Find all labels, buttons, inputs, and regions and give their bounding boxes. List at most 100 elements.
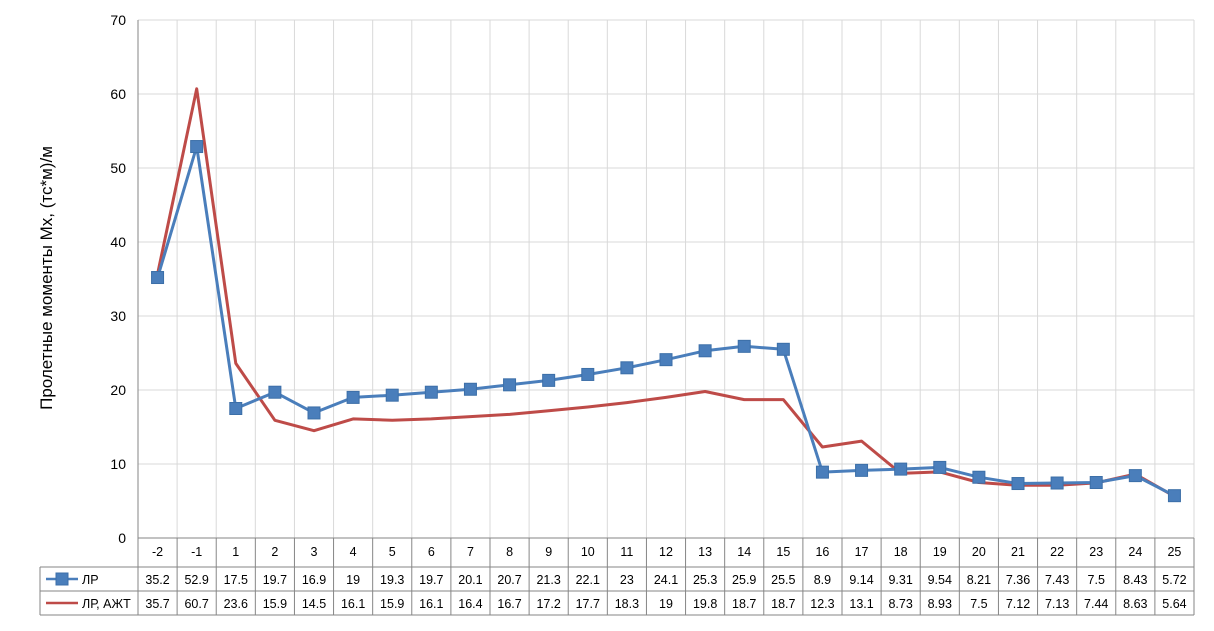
x-tick-label: 15: [776, 545, 790, 559]
table-cell-value: 9.54: [928, 573, 952, 587]
table-cell-value: 21.3: [536, 573, 560, 587]
data-point-marker: [1089, 476, 1103, 489]
y-tick-label: 0: [118, 530, 126, 546]
table-cell-value: 19: [659, 597, 673, 611]
table-cell-value: 16.4: [458, 597, 482, 611]
data-point-marker: [229, 402, 243, 415]
data-point-marker: [268, 385, 282, 399]
data-point-marker: [1050, 476, 1064, 490]
table-cell-value: 8.73: [888, 597, 912, 611]
x-tick-label: -1: [191, 545, 202, 559]
table-cell-value: 16.7: [497, 597, 521, 611]
table-cell-value: 8.63: [1123, 597, 1147, 611]
data-point-marker: [1128, 469, 1142, 483]
y-tick-label: 10: [110, 456, 126, 472]
table-cell-value: 17.7: [576, 597, 600, 611]
table-cell-value: 17.5: [224, 573, 248, 587]
data-point-marker: [581, 367, 595, 381]
table-cell-value: 8.9: [814, 573, 831, 587]
data-point-marker: [542, 373, 556, 387]
y-tick-label: 20: [110, 382, 126, 398]
table-cell-value: 18.7: [771, 597, 795, 611]
data-point-marker: [190, 140, 204, 154]
data-point-marker: [620, 361, 634, 375]
y-tick-label: 70: [110, 12, 126, 28]
x-tick-label: 17: [855, 545, 869, 559]
table-cell-value: 25.9: [732, 573, 756, 587]
table-cell-value: 5.64: [1162, 597, 1186, 611]
table-cell-value: 9.14: [849, 573, 873, 587]
table-cell-value: 19.3: [380, 573, 404, 587]
x-tick-label: 14: [737, 545, 751, 559]
x-tick-label: 20: [972, 545, 986, 559]
table-cell-value: 8.43: [1123, 573, 1147, 587]
table-cell-value: 14.5: [302, 597, 326, 611]
table-cell-value: 7.13: [1045, 597, 1069, 611]
table-cell-value: 20.7: [497, 573, 521, 587]
y-tick-label: 40: [110, 234, 126, 250]
data-point-marker: [463, 382, 477, 396]
table-cell-value: 35.7: [145, 597, 169, 611]
table-cell-value: 60.7: [184, 597, 208, 611]
data-point-marker: [346, 390, 360, 404]
x-tick-label: 5: [389, 545, 396, 559]
data-point-marker: [737, 339, 751, 353]
x-tick-label: 25: [1167, 545, 1181, 559]
table-cell-value: 19.8: [693, 597, 717, 611]
y-axis-ticks: 0 10 20 30 40 50 60 70: [110, 12, 126, 546]
table-cell-value: 19: [346, 573, 360, 587]
series-lines: [151, 87, 1181, 503]
table-cell-value: 7.5: [1088, 573, 1105, 587]
x-tick-label: 3: [311, 545, 318, 559]
x-tick-label: 19: [933, 545, 947, 559]
x-tick-label: 9: [545, 545, 552, 559]
table-cell-value: 7.44: [1084, 597, 1108, 611]
y-tick-label: 60: [110, 86, 126, 102]
x-tick-label: 11: [620, 545, 633, 559]
x-tick-label: 7: [467, 545, 474, 559]
y-axis-label: Пролетные моменты Mx, (тс*м)/м: [37, 146, 56, 410]
series-line-0: [156, 145, 1176, 498]
table-cell-value: 25.5: [771, 573, 795, 587]
x-tick-label: -2: [152, 545, 163, 559]
data-point-marker: [972, 470, 986, 484]
table-cell-value: 16.9: [302, 573, 326, 587]
legend-marker-0: [55, 572, 69, 586]
table-cell-value: 7.12: [1006, 597, 1030, 611]
table-cell-value: 8.93: [928, 597, 952, 611]
data-point-marker: [698, 344, 712, 358]
x-tick-label: 8: [506, 545, 513, 559]
table-cell-value: 18.7: [732, 597, 756, 611]
series-line-1: [156, 87, 1176, 498]
table-cell-value: 5.72: [1162, 573, 1186, 587]
data-point-marker: [894, 462, 908, 476]
data-point-marker: [385, 388, 399, 402]
x-tick-label: 23: [1089, 545, 1103, 559]
x-tick-label: 16: [815, 545, 829, 559]
table-cell-value: 7.5: [970, 597, 987, 611]
table-cell-value: 20.1: [458, 573, 482, 587]
data-table: -2 -1 1 2 3 4 5 6 7 8 9 10 11 12 13 14 15 16 17 18 19 20 21 22 2…: [39, 537, 1195, 616]
x-tick-label: 10: [581, 545, 595, 559]
table-cell-value: 24.1: [654, 573, 678, 587]
legend-label-0: ЛР: [82, 573, 99, 587]
table-cell-value: 52.9: [184, 573, 208, 587]
table-cell-value: 13.1: [849, 597, 873, 611]
table-cell-value: 8.21: [967, 573, 991, 587]
y-tick-label: 50: [110, 160, 126, 176]
data-point-marker: [1167, 489, 1181, 503]
legend-label-1: ЛР, АЖТ: [82, 597, 131, 611]
data-point-marker: [776, 342, 790, 356]
x-tick-label: 24: [1128, 545, 1142, 559]
table-cell-value: 35.2: [145, 573, 169, 587]
data-point-marker: [151, 271, 165, 285]
x-tick-label: 12: [659, 545, 673, 559]
x-tick-label: 1: [232, 545, 239, 559]
x-tick-label: 6: [428, 545, 435, 559]
data-point-marker: [424, 385, 438, 399]
data-point-marker: [503, 378, 517, 392]
table-cell-value: 22.1: [576, 573, 600, 587]
data-point-marker: [855, 463, 869, 477]
table-cell-value: 12.3: [810, 597, 834, 611]
